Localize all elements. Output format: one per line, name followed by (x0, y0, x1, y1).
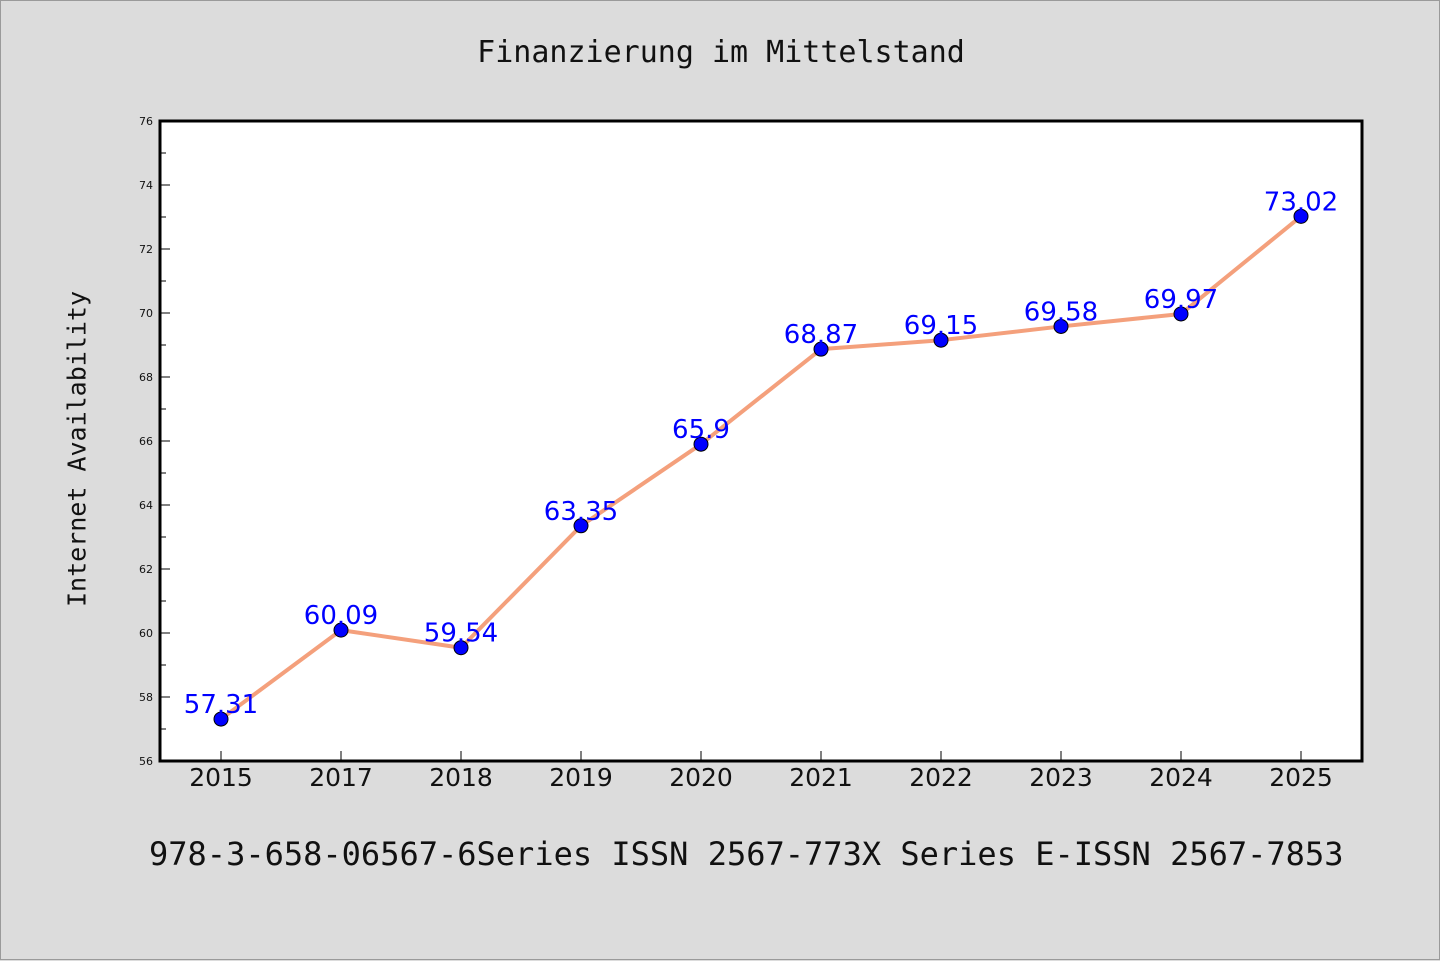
series-line (219, 214, 1303, 722)
data-point (933, 332, 949, 348)
y-tick-label: 68 (139, 371, 153, 384)
y-tick-label: 62 (139, 563, 153, 576)
x-tick-label: 2020 (669, 763, 733, 792)
plot-area (160, 121, 1362, 761)
plot-border (158, 119, 1364, 763)
x-tick-label: 2015 (189, 763, 253, 792)
x-tick-label: 2021 (789, 763, 853, 792)
data-label: 69.97 (1144, 285, 1218, 315)
y-tick-label: 66 (139, 435, 153, 448)
y-tick-label: 58 (139, 691, 153, 704)
data-point (453, 640, 469, 656)
x-tick-label: 2025 (1269, 763, 1333, 792)
x-tick-label: 2017 (309, 763, 373, 792)
y-tick-label: 64 (139, 499, 153, 512)
x-tick-label: 2022 (909, 763, 973, 792)
data-point (813, 341, 829, 357)
y-tick-label: 56 (139, 755, 153, 768)
data-point (1173, 306, 1189, 322)
data-point (1293, 208, 1309, 224)
data-point (1053, 318, 1069, 334)
data-label: 57.31 (184, 690, 258, 720)
data-label: 59.54 (424, 619, 498, 649)
data-label: 69.58 (1024, 297, 1098, 327)
data-point (693, 436, 709, 452)
y-tick-label: 74 (139, 179, 153, 192)
y-tick-label: 72 (139, 243, 153, 256)
data-point (573, 518, 589, 534)
y-tick-label: 70 (139, 307, 153, 320)
data-point (213, 711, 229, 727)
y-tick-label: 60 (139, 627, 153, 640)
data-label: 73.02 (1264, 187, 1338, 217)
chart-title: Finanzierung im Mittelstand (477, 35, 965, 70)
y-tick-label: 76 (139, 115, 153, 128)
data-label: 60.09 (304, 601, 378, 631)
x-tick-label: 2019 (549, 763, 613, 792)
data-label: 68.87 (784, 320, 858, 350)
x-tick-label: 2018 (429, 763, 493, 792)
x-tick-label: 2023 (1029, 763, 1093, 792)
data-label: 65.9 (672, 415, 730, 445)
data-label: 63.35 (544, 497, 618, 527)
data-label: 69.15 (904, 311, 978, 341)
footer-isbn-text: 978-3-658-06567-6Series ISSN 2567-773X S… (149, 835, 1344, 873)
x-tick-label: 2024 (1149, 763, 1213, 792)
data-point (333, 622, 349, 638)
